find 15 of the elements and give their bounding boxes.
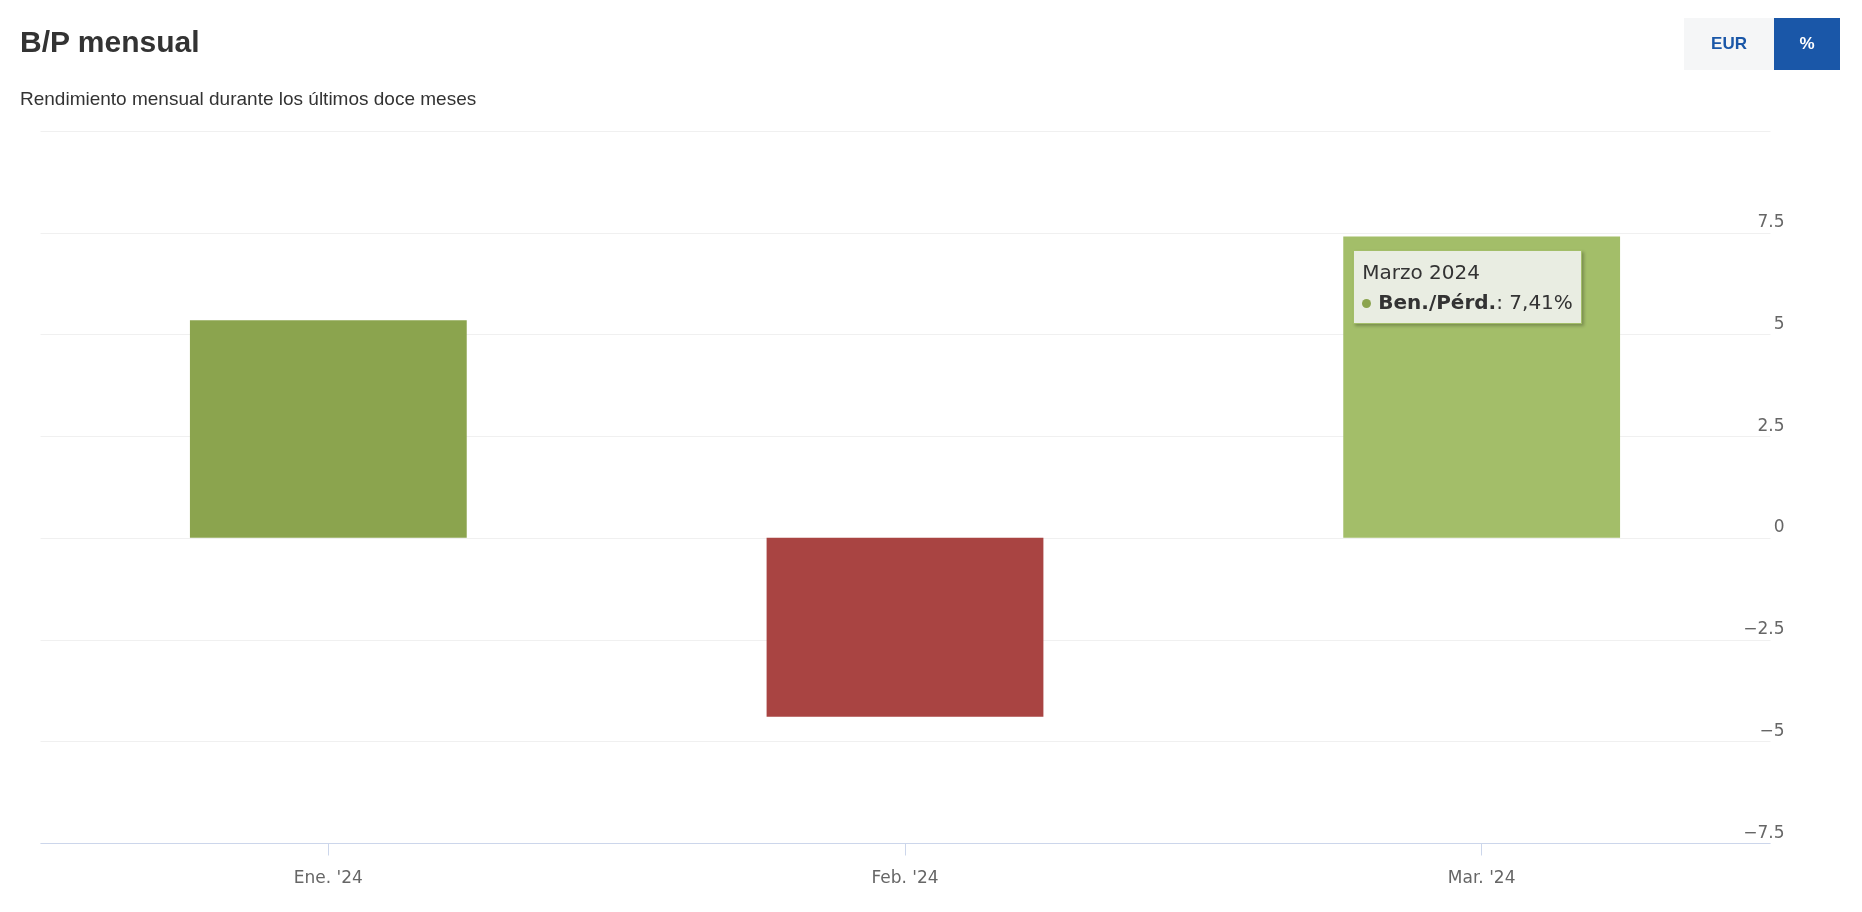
text: % xyxy=(1774,18,1840,70)
y-tick-label: 0 xyxy=(1773,516,1785,537)
text: EUR xyxy=(1684,18,1774,70)
x-tick-label: Feb. '24 xyxy=(871,866,939,887)
x-tick-label: Mar. '24 xyxy=(1447,866,1516,887)
chart-subtitle: Rendimiento mensual durante los últimos doce meses xyxy=(20,88,477,109)
y-tick-label: −5 xyxy=(1759,719,1785,740)
y-tick-label: −2.5 xyxy=(1743,618,1785,639)
annotation: Marzo 2024 Ben./Pérd.: 7,41% xyxy=(1362,259,1573,317)
chart-title: B/P mensual xyxy=(20,25,200,58)
x-tick-label: Ene. '24 xyxy=(293,866,363,887)
y-tick-label: 5 xyxy=(1773,312,1785,333)
y-tick-label: 7.5 xyxy=(1757,211,1785,232)
y-tick-label: 2.5 xyxy=(1757,414,1785,435)
y-tick-label: −7.5 xyxy=(1743,821,1785,842)
